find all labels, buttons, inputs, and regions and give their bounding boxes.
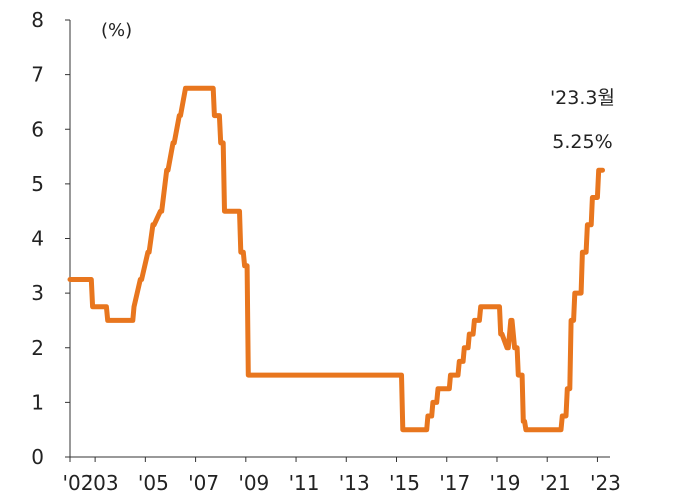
y-tick-label: 1 — [31, 390, 44, 414]
y-tick-label: 7 — [31, 63, 44, 87]
x-tick-label: '23 — [590, 471, 621, 495]
x-tick-label: '02 — [63, 471, 94, 495]
x-tick-label: '05 — [138, 471, 169, 495]
y-tick-label: 5 — [31, 172, 44, 196]
y-tick-label: 0 — [31, 445, 44, 469]
x-tick-label: '11 — [289, 471, 320, 495]
y-tick-label: 4 — [31, 227, 44, 251]
x-tick-label: '13 — [339, 471, 370, 495]
series-line — [67, 85, 605, 433]
x-tick-label: '15 — [389, 471, 420, 495]
y-unit-label: (%) — [101, 20, 132, 41]
y-tick-label: 8 — [31, 8, 44, 32]
series-group — [67, 85, 605, 433]
y-tick-label: 2 — [31, 336, 44, 360]
x-tick-label: '21 — [540, 471, 571, 495]
annotation-text: 5.25% — [552, 131, 612, 153]
y-tick-label: 3 — [31, 281, 44, 305]
x-tick-label: '07 — [188, 471, 219, 495]
y-tick-label: 6 — [31, 117, 44, 141]
x-axis: '02'03 '05 '07 '09 '11 '13 '15 '17 '19 '21 '23 — [63, 456, 621, 495]
x-tick-label: '03 — [88, 471, 119, 495]
annotation-group: '23.3월 5.25% — [550, 87, 615, 153]
x-tick-label: '19 — [490, 471, 521, 495]
x-tick-label: '17 — [439, 471, 470, 495]
x-tick-label: '09 — [238, 471, 269, 495]
y-axis: 0 1 2 3 4 5 6 7 8 — [31, 8, 71, 469]
annotation-text: '23.3월 — [550, 87, 615, 109]
